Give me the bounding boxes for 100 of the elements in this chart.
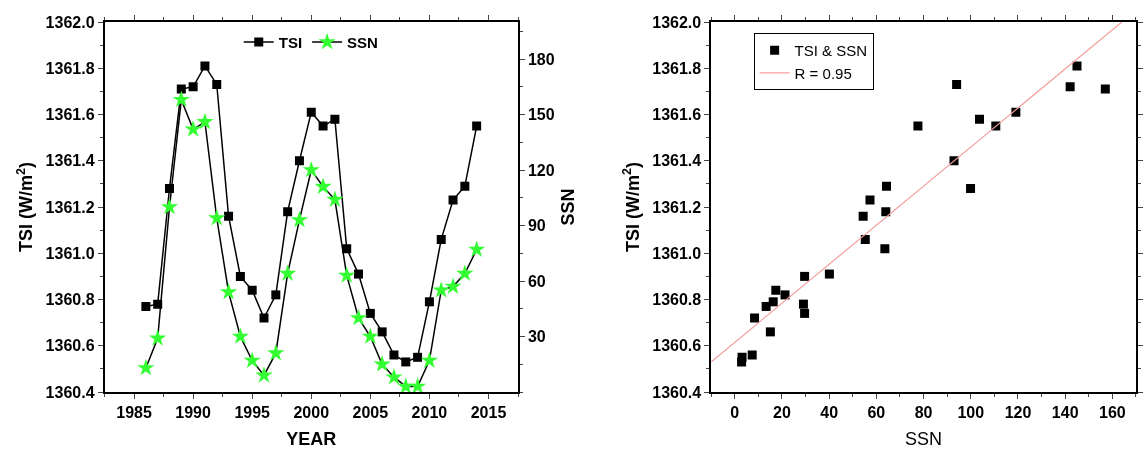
point [881,207,891,217]
x-tick-label: 2005 [352,403,389,421]
point [243,351,261,368]
point [365,308,375,318]
x-tick-label: 2015 [470,403,507,421]
y-tick-label: 1362.0 [45,13,95,31]
point [975,114,985,124]
point [389,350,399,360]
x-tick-label: 2000 [293,403,330,421]
y2-axis-title: SSN [558,188,579,226]
y2-tick-label: 180 [527,50,555,68]
point [765,327,775,337]
x-tick-label: 80 [914,403,933,421]
point [385,368,403,385]
point [913,121,923,131]
y2-tick-label: 60 [527,272,546,290]
point [349,308,368,326]
y-tick-label: 1360.4 [45,383,95,401]
point [219,283,238,300]
point [184,120,202,137]
point [373,355,391,372]
y-tick-label: 1360.6 [652,337,702,355]
point [401,357,411,367]
point [354,269,364,279]
point [231,327,250,344]
point [302,160,320,178]
point [798,299,808,309]
point [235,271,245,281]
point [737,352,747,362]
y2-tick-label: 90 [527,217,546,235]
y-tick-label: 1361.2 [45,198,95,216]
point [420,351,439,368]
point [880,244,890,254]
point [330,114,340,124]
x-tick-label: 1990 [175,403,212,421]
x-axis-title: SSN [905,428,943,449]
point [761,301,771,311]
point [224,211,234,221]
point [176,84,186,94]
point [472,121,482,131]
point [361,327,379,344]
point [141,301,151,311]
y-tick-label: 1361.0 [45,244,95,262]
point [149,329,167,346]
point [865,195,875,205]
point [247,285,257,295]
point [294,156,304,166]
y-tick-label: 1361.4 [652,152,702,170]
y-tick-label: 1360.8 [45,291,95,309]
point [326,190,344,207]
x-tick-label: 40 [820,403,839,421]
x-tick-label: 160 [1099,403,1126,421]
point [952,79,962,89]
point [314,177,332,195]
point [824,269,834,279]
point [882,181,892,191]
point [1072,61,1082,71]
point [436,234,446,244]
point [137,358,155,376]
y-tick-label: 1361.6 [45,106,95,124]
y-tick-label: 1362.0 [652,13,702,31]
y-tick-label: 1361.6 [652,106,702,124]
point [444,277,462,294]
y-tick-label: 1360.6 [45,337,95,355]
legend-label: TSI [278,33,303,51]
point [448,195,458,205]
point [413,352,423,362]
point [424,297,434,307]
point [196,112,214,130]
x-tick-label: 1995 [234,403,271,421]
point [771,285,781,295]
point [768,297,778,307]
point [290,210,309,228]
legend-label: SSN [347,33,378,51]
point [200,61,210,71]
x-tick-label: 20 [773,403,791,421]
point [1100,84,1110,94]
point [858,211,868,221]
point [747,350,757,360]
point [338,266,356,283]
x-tick-label: 100 [957,403,985,421]
y2-tick-label: 120 [527,161,555,179]
point [460,181,470,191]
point [306,107,316,117]
point [1065,82,1075,92]
x-axis-title: YEAR [286,428,337,449]
point [432,281,450,298]
x-tick-label: 2010 [411,403,448,421]
x-tick-label: 120 [1004,403,1032,421]
y-tick-label: 1360.4 [652,383,702,401]
point [267,344,285,361]
x-tick-label: 140 [1051,403,1079,421]
point [271,290,281,300]
point [408,377,427,392]
point [160,197,179,215]
x-tick-label: 1985 [116,403,152,421]
legend-label: R = 0.95 [794,64,852,82]
point [283,207,293,217]
y-tick-label: 1361.0 [652,244,702,262]
point [377,327,387,337]
